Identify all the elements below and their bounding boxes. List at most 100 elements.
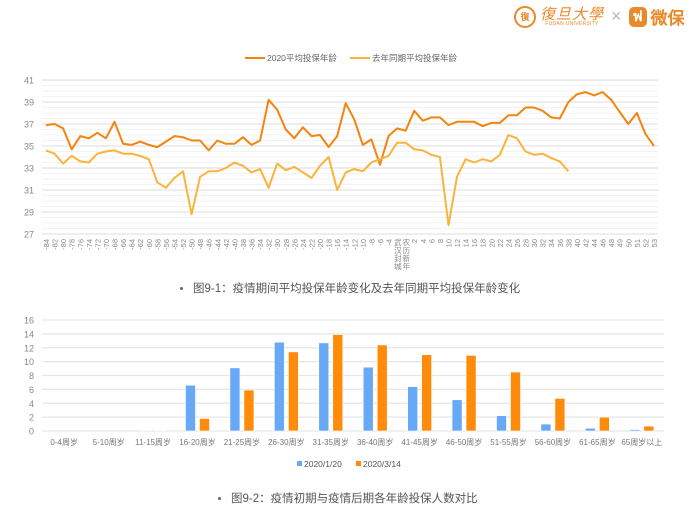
x-tick-label: -66 — [119, 239, 128, 250]
legend-label: 去年同期平均投保年龄 — [372, 53, 458, 63]
x-tick-label: -76 — [76, 239, 85, 250]
weibao-icon: ฟ — [628, 6, 647, 27]
y-tick-label: 6 — [29, 385, 34, 395]
line-series-1 — [45, 91, 655, 166]
chart1-caption-text: 图9-1：疫情期间平均投保年龄变化及去年同期平均投保年龄变化 — [193, 283, 521, 295]
x-tick-label: 36-40周岁 — [357, 437, 393, 447]
bar-1 — [274, 341, 285, 432]
bar-1 — [496, 415, 507, 432]
bar-1 — [140, 430, 152, 432]
fudan-logo: 復旦大學 FUDAN UNIVERSITY — [540, 4, 605, 27]
x-tick-label: -6 — [376, 239, 385, 246]
x-tick-label: 48 — [607, 239, 616, 247]
x-tick-label: -22 — [307, 239, 316, 250]
x-tick-label: -54 — [170, 239, 179, 250]
x-tick-label: 20 — [487, 239, 496, 247]
y-tick-label: 16 — [24, 316, 34, 326]
bullet-icon — [218, 497, 221, 501]
y-tick-label: 14 — [24, 329, 34, 339]
y-tick-label: 27 — [24, 230, 34, 240]
chart2-caption: 图9-2：疫情初期与疫情后期各年龄投保人数对比 — [218, 490, 478, 506]
y-tick-label: 39 — [24, 98, 34, 108]
x-tick-label: -78 — [68, 239, 77, 250]
bar-1 — [451, 399, 463, 432]
x-tick-label: -74 — [85, 239, 94, 250]
x-tick-label: 4 — [419, 239, 428, 243]
x-tick-label: 30 — [530, 239, 539, 247]
y-tick-label: 31 — [24, 186, 34, 196]
legend-square-icon — [356, 461, 361, 466]
x-tick-label: 28 — [522, 239, 531, 247]
bar-2 — [332, 334, 344, 432]
x-tick-label: -68 — [111, 239, 120, 250]
x-tick-label: 50 — [624, 239, 633, 247]
x-tick-label: 16 — [470, 239, 479, 247]
bar-2 — [243, 389, 255, 432]
bullet-icon — [180, 287, 183, 291]
fudan-name-en: FUDAN UNIVERSITY — [545, 20, 599, 27]
bar-2 — [465, 355, 477, 432]
x-tick-label: -12 — [350, 239, 359, 250]
y-tick-label: 4 — [29, 399, 34, 409]
y-tick-label: 33 — [24, 164, 34, 174]
x-tick-label: 16-20周岁 — [179, 437, 215, 447]
x-tick-label: -70 — [102, 239, 111, 250]
bar-2 — [643, 425, 655, 432]
x-tick-label: -14 — [342, 239, 351, 250]
bar-1 — [185, 384, 196, 432]
x-tick-label: -72 — [93, 239, 102, 250]
bar-1 — [407, 386, 418, 432]
x-tick-label: -46 — [205, 239, 214, 250]
x-tick-label: 51-55周岁 — [490, 437, 526, 447]
x-tick-label: -42 — [222, 239, 231, 250]
x-tick-label: -8 — [367, 239, 376, 246]
x-tick-label: 51 — [633, 239, 642, 247]
x-tick-label: -16 — [333, 239, 342, 250]
logo-separator: × — [611, 6, 622, 26]
x-tick-label: 46-50周岁 — [446, 437, 482, 447]
bar-2 — [154, 430, 166, 432]
x-tick-label: 14 — [462, 239, 471, 247]
bar-1 — [540, 423, 552, 432]
x-tick-label: 32 — [539, 239, 548, 247]
chart2-caption-text: 图9-2：疫情初期与疫情后期各年龄投保人数对比 — [231, 493, 478, 505]
bar-chart-age-groups: 0 2 4 6 8 10 12 14 16 0-4周岁 5-10周岁 11-15周岁 16-20周岁 21… — [24, 316, 664, 469]
x-tick-label: 40 — [573, 239, 582, 247]
x-tick-label: 65周岁以上 — [621, 437, 662, 447]
y-tick-label: 0 — [29, 427, 34, 437]
x-tick-label: -32 — [265, 239, 274, 250]
y-tick-label: 41 — [24, 76, 34, 86]
fudan-name-cn: 復旦大學 — [540, 4, 605, 23]
x-tick-label: -50 — [188, 239, 197, 250]
bar-1 — [362, 366, 374, 432]
x-tick-label: 武汉封城 — [394, 237, 402, 271]
x-tick-label: -26 — [290, 239, 299, 250]
x-tick-label: -10 — [359, 239, 368, 250]
x-tick-label: -44 — [213, 239, 222, 250]
weibao-name: 微保 — [650, 9, 685, 28]
x-tick-label: 41-45周岁 — [401, 437, 437, 447]
x-tick-label: -36 — [248, 239, 257, 250]
x-tick-label: 农历新年 — [403, 237, 411, 271]
x-tick-label: 8 — [436, 239, 445, 243]
x-tick-label: -40 — [230, 239, 239, 250]
x-tick-label: 24 — [504, 239, 513, 247]
x-tick-label: 44 — [590, 239, 599, 247]
x-tick-label: -56 — [162, 239, 171, 250]
x-tick-label: 5-10周岁 — [93, 437, 125, 447]
x-tick-label: 22 — [496, 239, 505, 247]
legend-label: 2020平均投保年龄 — [267, 53, 337, 63]
x-tick-label: 61-65周岁 — [579, 437, 615, 447]
y-tick-label: 2 — [29, 413, 34, 423]
x-tick-label: -28 — [282, 239, 291, 250]
header-logo: 復 復旦大學 FUDAN UNIVERSITY × ฟ 微保 — [514, 4, 685, 29]
x-tick-label: -60 — [145, 239, 154, 250]
x-tick-label: -34 — [256, 239, 265, 250]
x-tick-label: -62 — [136, 239, 145, 250]
y-tick-label: 10 — [24, 357, 34, 367]
x-tick-label: -82 — [51, 239, 60, 250]
legend-label: 2020/3/14 — [363, 459, 401, 469]
bar-1 — [229, 367, 241, 432]
fudan-seal-icon: 復 — [514, 5, 536, 28]
